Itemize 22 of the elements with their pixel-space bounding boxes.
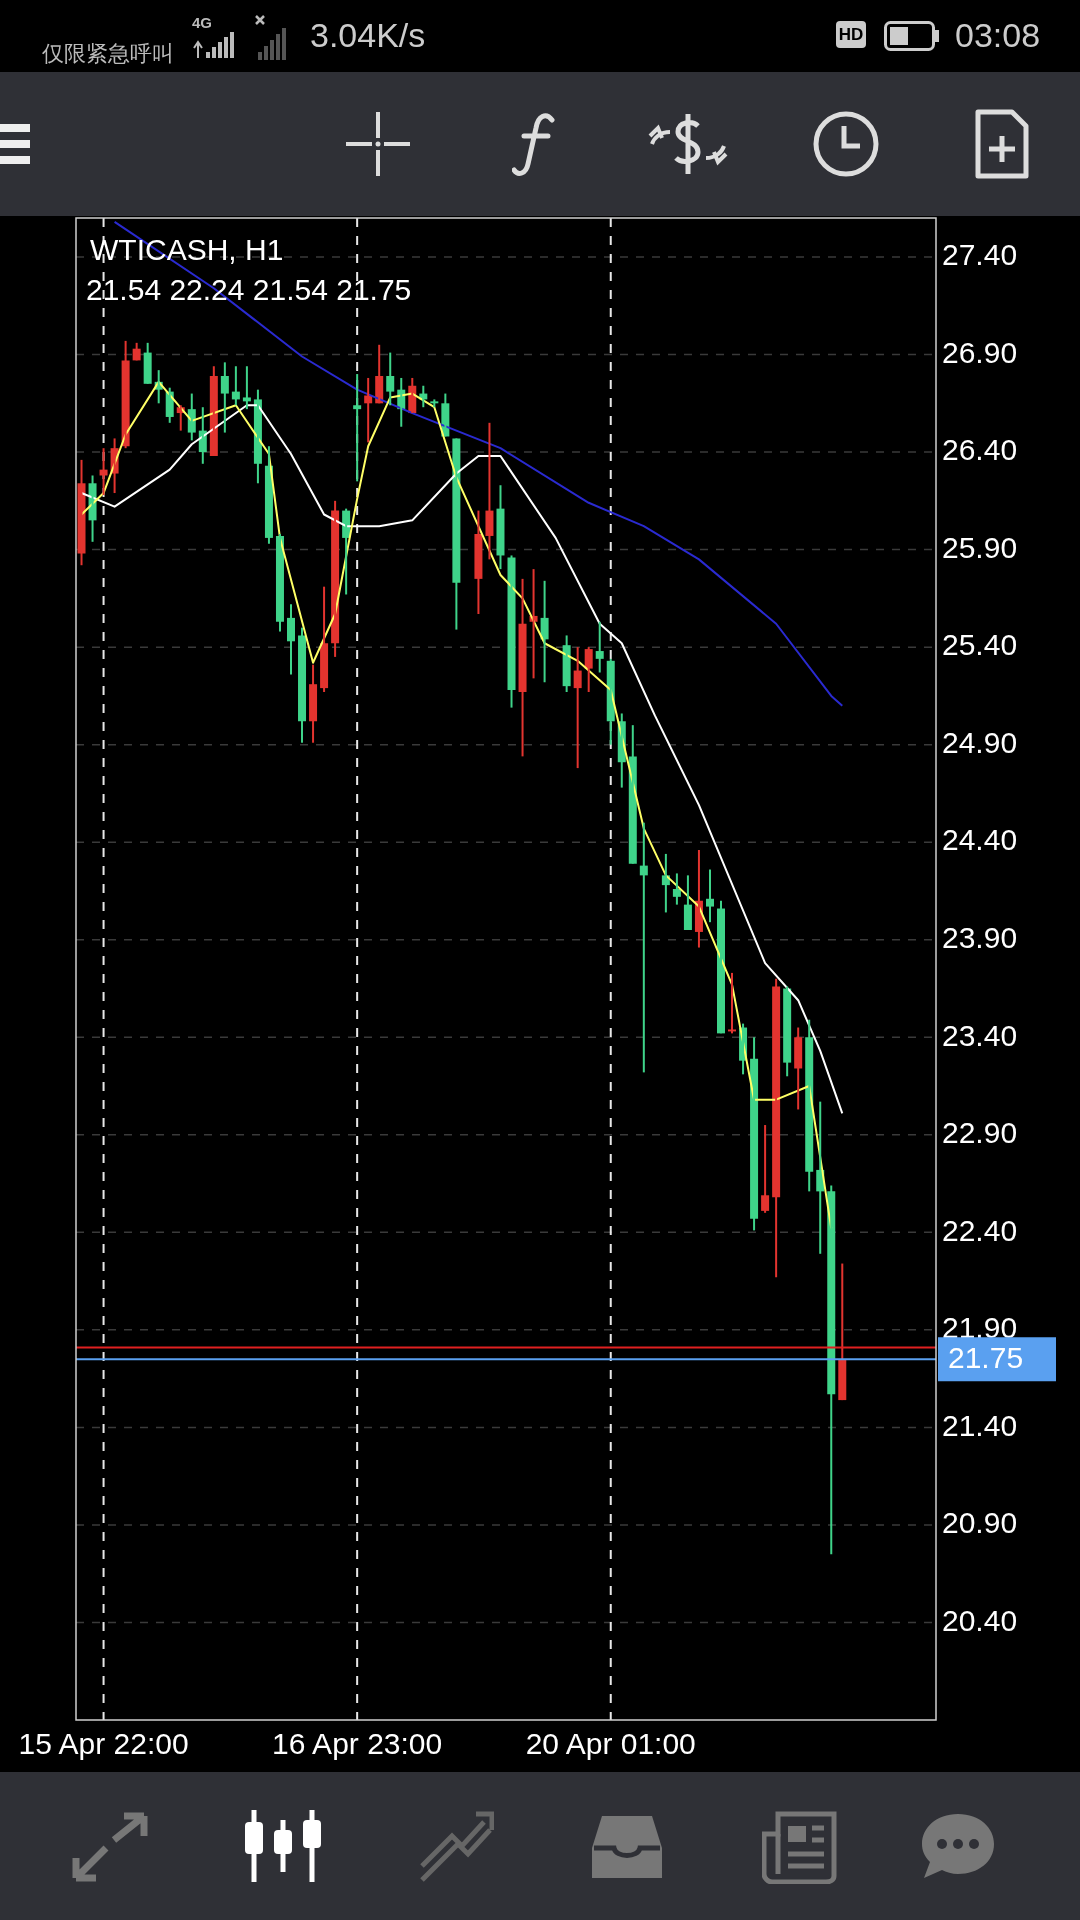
y-tick-label: 21.40 bbox=[942, 1408, 1018, 1442]
y-tick-label: 20.90 bbox=[942, 1506, 1018, 1540]
text: 3.04K/s bbox=[310, 16, 426, 55]
y-tick-label: 24.40 bbox=[942, 823, 1018, 857]
y-tick-label: 22.90 bbox=[942, 1116, 1018, 1150]
text: 仅限紧急呼叫 bbox=[42, 40, 174, 68]
x-tick-label: 15 Apr 22:00 bbox=[18, 1727, 189, 1761]
y-tick-label: 23.90 bbox=[942, 921, 1018, 955]
y-tick-label: 24.90 bbox=[942, 725, 1018, 759]
y-tick-label: 26.90 bbox=[942, 335, 1018, 369]
y-tick-label: 25.90 bbox=[942, 530, 1018, 564]
x-tick-label: 20 Apr 01:00 bbox=[525, 1727, 696, 1761]
text: 4G bbox=[192, 14, 213, 31]
y-tick-label: 26.40 bbox=[942, 433, 1018, 467]
y-tick-label: 25.40 bbox=[942, 628, 1018, 662]
text: 03:08 bbox=[955, 16, 1041, 55]
y-tick-label: 23.40 bbox=[942, 1018, 1018, 1052]
y-tick-label: 27.40 bbox=[942, 238, 1018, 272]
y-tick-label: 20.40 bbox=[942, 1603, 1018, 1637]
text: HD bbox=[836, 21, 866, 48]
y-tick-label: 22.40 bbox=[942, 1213, 1018, 1247]
x-tick-label: 16 Apr 23:00 bbox=[272, 1727, 443, 1761]
